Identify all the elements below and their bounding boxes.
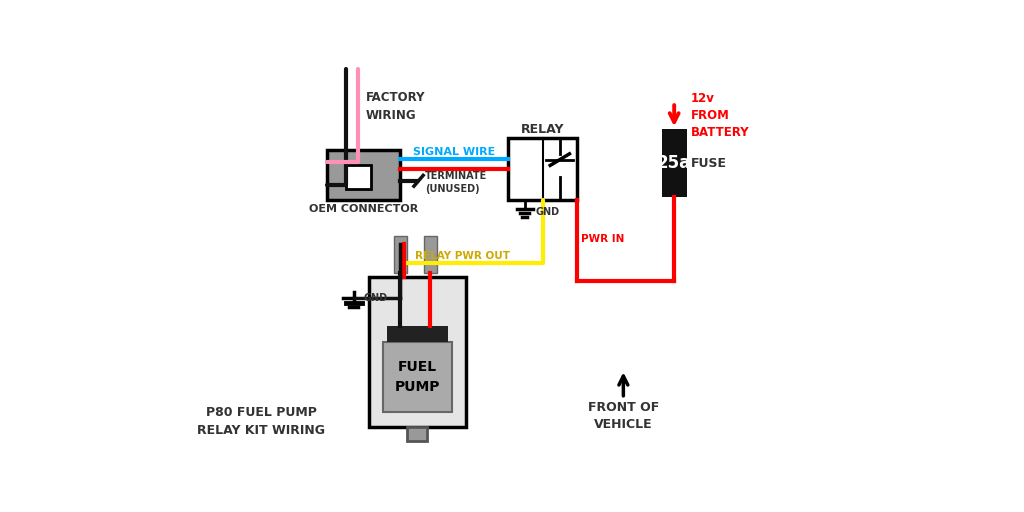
Bar [370, 277, 466, 427]
Bar [424, 236, 436, 273]
Text: FACTORY
WIRING: FACTORY WIRING [366, 91, 425, 122]
Bar [408, 427, 427, 441]
Bar [383, 343, 452, 412]
Bar [394, 236, 407, 273]
Text: GND: GND [364, 293, 388, 303]
Text: GND: GND [536, 207, 560, 218]
Bar [327, 150, 400, 200]
Text: FRONT OF
VEHICLE: FRONT OF VEHICLE [588, 400, 659, 431]
Text: FUSE: FUSE [691, 157, 727, 169]
Bar [508, 138, 578, 200]
Text: PWR IN: PWR IN [581, 233, 625, 244]
Bar [346, 165, 371, 189]
Text: RELAY: RELAY [521, 123, 564, 136]
Text: OEM CONNECTOR: OEM CONNECTOR [309, 204, 418, 215]
Text: SIGNAL WIRE: SIGNAL WIRE [413, 147, 495, 157]
Bar [387, 326, 447, 343]
Bar [662, 129, 686, 197]
Text: P80 FUEL PUMP
RELAY KIT WIRING: P80 FUEL PUMP RELAY KIT WIRING [198, 407, 326, 437]
Text: 25a: 25a [657, 154, 691, 172]
Text: TERMINATE
(UNUSED): TERMINATE (UNUSED) [425, 170, 487, 194]
Text: 12v
FROM
BATTERY: 12v FROM BATTERY [691, 92, 750, 139]
Text: FUEL
PUMP: FUEL PUMP [394, 360, 440, 394]
Text: RELAY PWR OUT: RELAY PWR OUT [416, 251, 510, 261]
